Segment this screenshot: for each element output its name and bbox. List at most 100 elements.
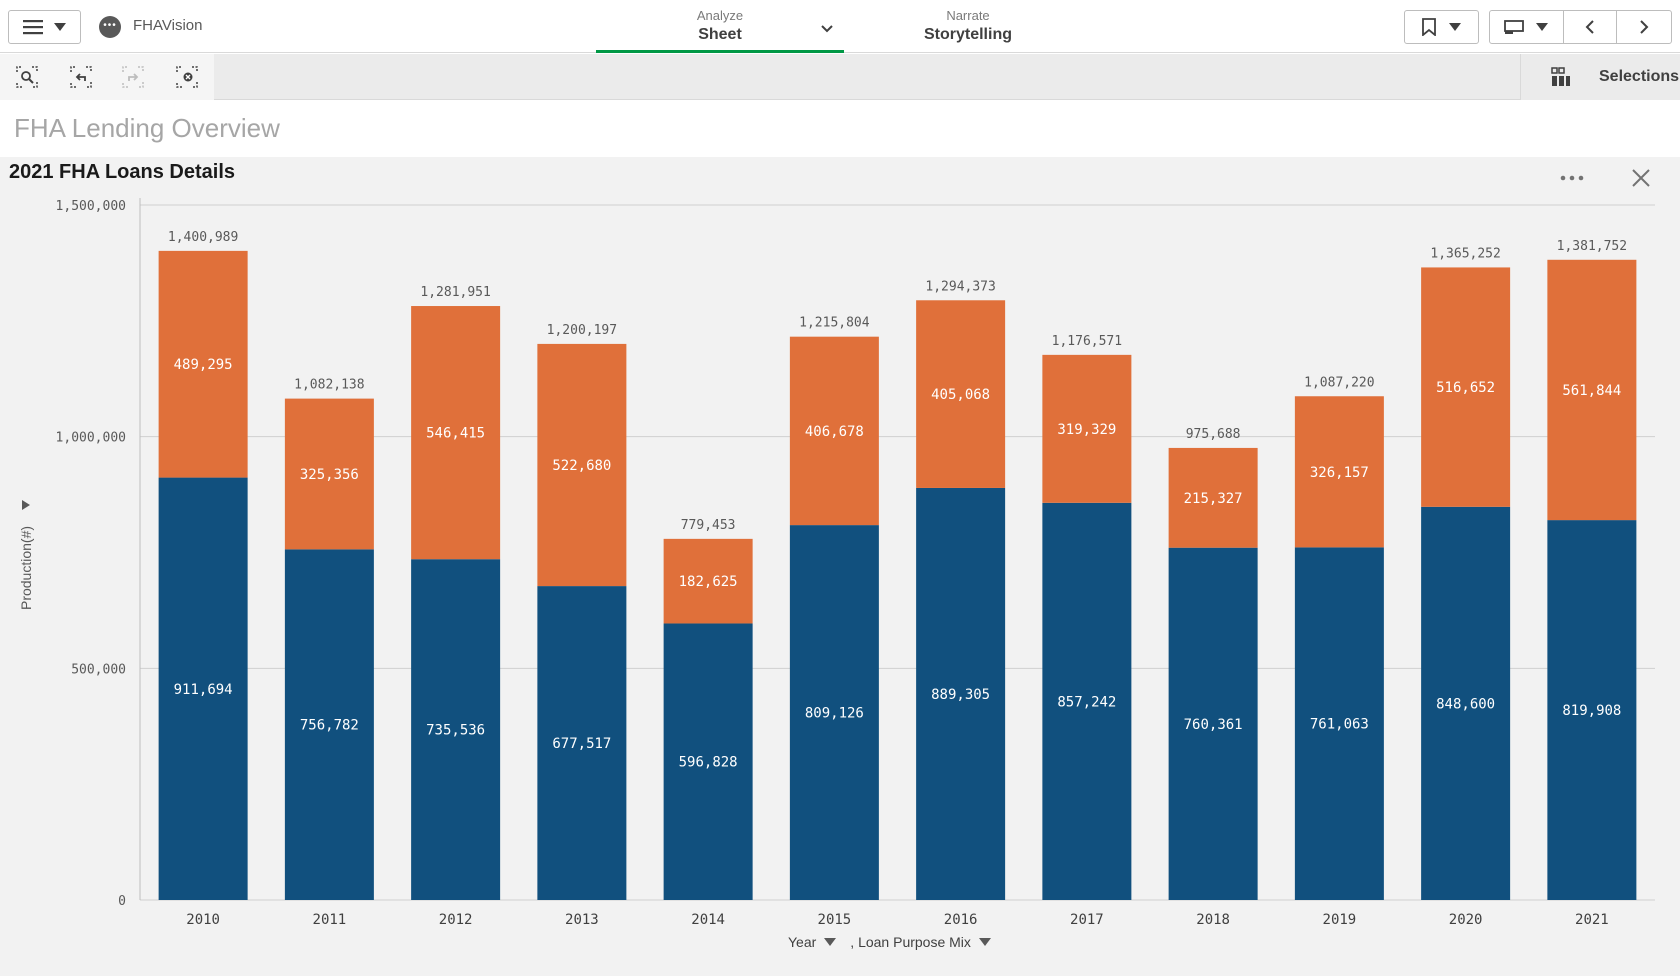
segment-value-label: 522,680 (552, 458, 611, 474)
x-tick-label: 2020 (1449, 912, 1483, 928)
chevron-left-icon (1585, 20, 1594, 34)
bar-segment-bottom (411, 559, 501, 900)
segment-value-label: 546,415 (426, 426, 485, 442)
selections-button[interactable]: Selections (1520, 54, 1680, 100)
segment-value-label: 760,361 (1184, 717, 1243, 733)
tab-narrate-storytelling[interactable]: Narrate Storytelling (870, 0, 1066, 53)
segment-value-label: 889,305 (931, 687, 990, 703)
bar-segment-bottom (1294, 547, 1384, 900)
x-tick-label: 2012 (439, 912, 473, 928)
segment-value-label: 319,329 (1057, 422, 1116, 438)
segment-value-label: 761,063 (1310, 717, 1369, 733)
bar-total-label: 1,281,951 (420, 285, 490, 300)
segment-value-label: 325,356 (300, 467, 359, 483)
bar-total-label: 1,294,373 (925, 279, 995, 294)
bar-segment-top (158, 250, 248, 478)
stacked-bar-chart: 0 500,000 1,000,000 1,500,000 Production(#) 9… (18, 198, 1655, 928)
bar-segment-top (411, 306, 501, 560)
segment-value-label: 819,908 (1562, 703, 1621, 719)
bar-segment-bottom (158, 477, 248, 900)
dimension-year-button[interactable]: Year (788, 934, 850, 950)
segment-value-label: 561,844 (1562, 383, 1621, 399)
step-forward-button[interactable] (106, 54, 160, 100)
segment-value-label: 857,242 (1057, 694, 1116, 710)
x-tick-label: 2019 (1323, 912, 1357, 928)
bar-segment-top (537, 343, 627, 587)
tab-title: Sheet (698, 26, 742, 43)
next-sheet-button[interactable] (1617, 11, 1671, 43)
chevron-down-icon[interactable] (820, 24, 834, 34)
bar-total-label: 1,176,571 (1052, 334, 1122, 349)
dimension-loan-purpose-button[interactable]: , Loan Purpose Mix (850, 934, 1005, 950)
dimension-loan-purpose-label: , Loan Purpose Mix (850, 934, 971, 950)
segment-value-label: 406,678 (805, 424, 864, 440)
more-options-button[interactable] (1558, 166, 1586, 190)
x-tick-label: 2010 (186, 912, 220, 928)
x-tick-label: 2018 (1196, 912, 1230, 928)
y-axis-title: Production(#) (18, 526, 34, 610)
segment-value-label: 848,600 (1436, 696, 1495, 712)
bar-total-label: 1,215,804 (799, 316, 870, 331)
caret-down-icon (978, 938, 991, 946)
segment-value-label: 405,068 (931, 387, 990, 403)
clear-selections-button[interactable] (160, 54, 214, 100)
bar-total-label: 779,453 (681, 518, 736, 533)
caret-down-icon (1449, 23, 1462, 31)
bar-total-label: 1,087,220 (1304, 375, 1374, 390)
x-tick-label: 2014 (691, 912, 725, 928)
segment-value-label: 489,295 (174, 357, 233, 373)
app-icon: ••• (99, 16, 121, 38)
close-button[interactable] (1629, 166, 1653, 190)
tab-analyze-sheet[interactable]: Analyze Sheet (596, 0, 844, 53)
bookmark-icon (1421, 18, 1436, 36)
global-menu-button[interactable] (8, 10, 81, 44)
segment-value-label: 596,828 (679, 755, 738, 771)
bar-segment-top (916, 300, 1006, 488)
bar-segment-bottom (789, 525, 879, 900)
more-icon (1560, 175, 1584, 181)
caret-down-icon (824, 938, 837, 946)
segment-value-label: 182,625 (679, 574, 738, 590)
bookmarks-button[interactable] (1404, 10, 1479, 44)
segment-value-label: 215,327 (1184, 491, 1243, 507)
bar-total-label: 1,200,197 (547, 323, 617, 338)
segment-value-label: 326,157 (1310, 465, 1369, 481)
selections-grid-icon (1551, 67, 1570, 86)
sheet-title: FHA Lending Overview (14, 113, 280, 143)
segment-value-label: 677,517 (552, 736, 611, 752)
bar-segment-top (663, 538, 753, 624)
segment-value-label: 809,126 (805, 706, 864, 722)
segment-value-label: 735,536 (426, 723, 485, 739)
undo-selection-icon (70, 66, 92, 88)
chart-title: 2021 FHA Loans Details (9, 161, 236, 183)
bar-segment-bottom (663, 623, 753, 900)
bar-segment-top (1168, 447, 1258, 548)
chevron-right-icon (1640, 20, 1649, 34)
tab-kicker: Narrate (946, 8, 990, 23)
previous-sheet-button[interactable] (1564, 11, 1618, 43)
expand-arrow-icon[interactable] (22, 500, 30, 510)
sheets-button[interactable] (1490, 11, 1564, 43)
bar-segment-bottom (1421, 506, 1511, 900)
selections-label: Selections (1599, 68, 1680, 85)
app-name: FHAVision (133, 17, 203, 34)
bar-total-label: 1,381,752 (1557, 239, 1627, 254)
x-tick-label: 2021 (1575, 912, 1609, 928)
x-tick-label: 2011 (313, 912, 347, 928)
segment-value-label: 516,652 (1436, 380, 1495, 396)
bar-segment-bottom (1168, 547, 1258, 900)
x-axis-title: Year , Loan Purpose Mix (788, 934, 1005, 950)
top-bar: ••• FHAVision Analyze Sheet Narrate Stor… (0, 0, 1680, 53)
dimension-year-label: Year (788, 934, 817, 950)
bar-segment-bottom (1547, 520, 1637, 900)
bar-segment-bottom (1042, 502, 1132, 900)
sheet-navigation (1489, 10, 1672, 44)
sheet-icon (1504, 20, 1525, 34)
bar-total-label: 1,082,138 (294, 378, 364, 393)
bar-segment-bottom (537, 586, 627, 900)
bar-segment-top (1421, 267, 1511, 507)
smart-search-button[interactable] (0, 54, 54, 100)
hamburger-icon (22, 20, 43, 35)
close-icon (1632, 169, 1650, 187)
step-back-button[interactable] (54, 54, 108, 100)
